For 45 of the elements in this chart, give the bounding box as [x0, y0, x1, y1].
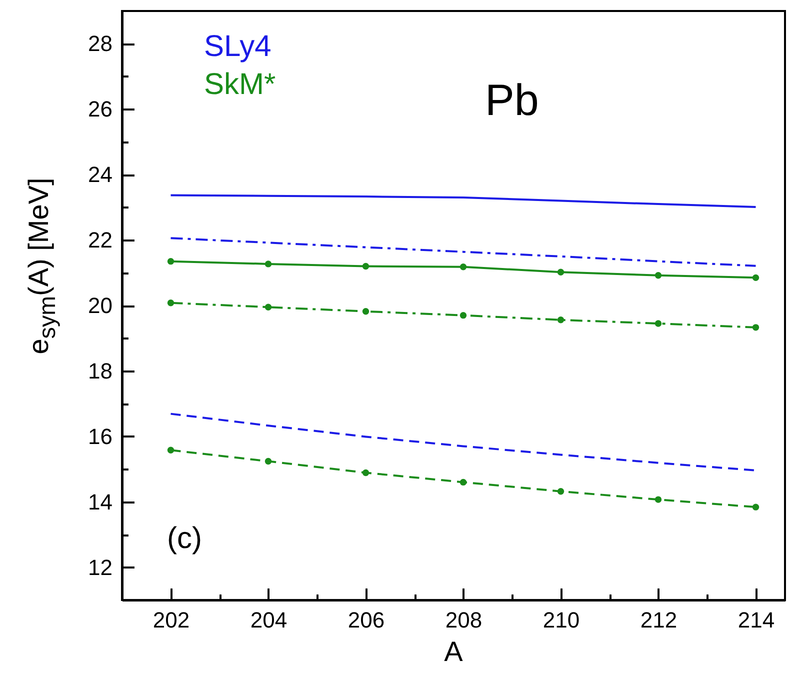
line-series	[170, 194, 757, 208]
point	[264, 260, 272, 268]
point	[362, 308, 370, 315]
point	[557, 268, 564, 276]
point	[752, 504, 760, 510]
point	[264, 458, 272, 465]
y-tick-label: 28	[88, 31, 112, 56]
y-tick-label: 24	[88, 162, 112, 188]
y-tick-label: 20	[88, 293, 112, 318]
point	[167, 446, 174, 454]
point	[362, 469, 370, 476]
x-tick-label: 210	[542, 608, 580, 632]
point	[752, 274, 760, 282]
point	[362, 262, 370, 270]
y-tick-label: 22	[88, 228, 112, 253]
point	[654, 496, 662, 503]
y-tick-label: 14	[88, 489, 112, 514]
annotation: (c)	[167, 522, 202, 556]
y-tick-label: 12	[88, 554, 112, 580]
x-tick-label: 206	[348, 608, 385, 632]
point	[752, 324, 760, 331]
point	[460, 312, 467, 319]
x-tick-label: 204	[250, 608, 288, 632]
point	[557, 316, 564, 324]
point	[167, 258, 174, 265]
y-tick-label: 16	[88, 424, 112, 449]
x-tick-label: 208	[445, 608, 482, 632]
x-tick-label: 202	[152, 608, 190, 632]
line-series	[170, 237, 757, 267]
point	[167, 300, 174, 306]
line-series	[170, 412, 757, 472]
y-tick-label: 18	[88, 358, 112, 384]
text: SLy4	[204, 29, 272, 65]
point	[264, 304, 272, 310]
point	[654, 320, 662, 327]
x-tick-label: 212	[640, 608, 678, 632]
point	[460, 264, 467, 270]
x-axis-title: A	[444, 636, 463, 668]
point	[557, 488, 564, 495]
text: SkM*	[204, 67, 276, 103]
x-tick-label: 214	[738, 608, 775, 632]
point	[654, 272, 662, 279]
point	[460, 478, 467, 486]
annotation: Pb	[485, 76, 539, 126]
y-tick-label: 26	[88, 96, 112, 122]
